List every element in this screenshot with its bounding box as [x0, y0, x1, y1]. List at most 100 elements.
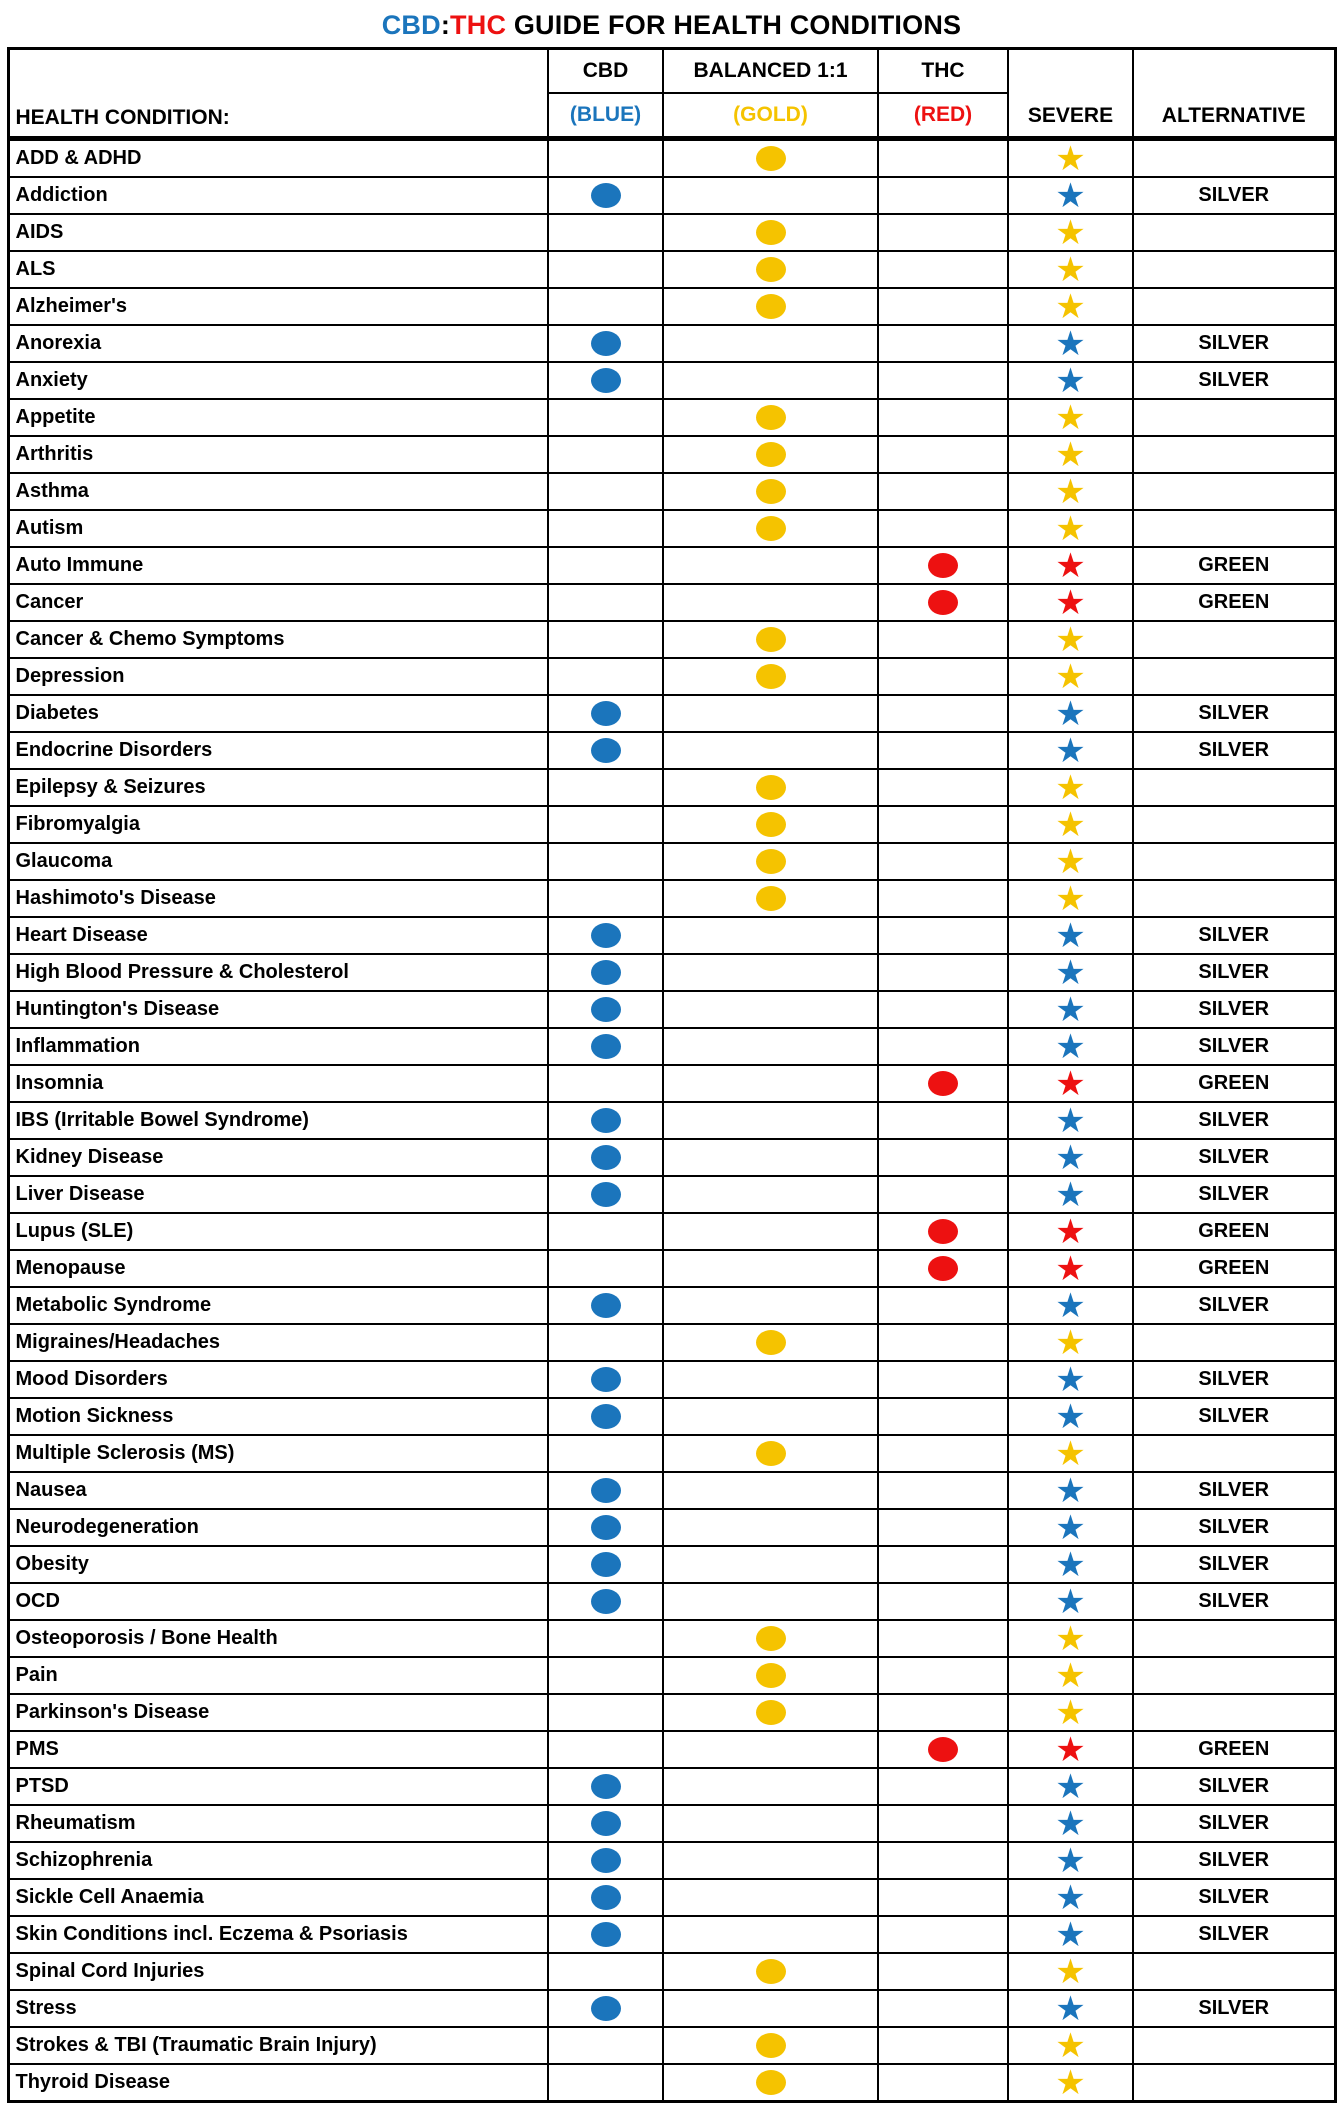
- severe-cell: ★: [1007, 805, 1134, 844]
- cbd-cell: [547, 1619, 664, 1658]
- cbd-cell: [547, 1508, 664, 1547]
- alternative-cell: [1132, 1434, 1336, 1473]
- table-row: Schizophrenia ★ SILVER: [7, 1841, 1336, 1880]
- balanced-cell: [662, 1841, 879, 1880]
- balanced-cell: [662, 1175, 879, 1214]
- table-row: Motion Sickness ★ SILVER: [7, 1397, 1336, 1436]
- table-row: AIDS ★: [7, 213, 1336, 252]
- condition-name: ADD & ADHD: [7, 137, 549, 178]
- blue-star-icon: ★: [1055, 1176, 1086, 1213]
- balanced-cell: [662, 1730, 879, 1769]
- blue-dot-icon: [590, 1515, 621, 1540]
- condition-name: Autism: [7, 509, 549, 548]
- thc-cell: [877, 879, 1009, 918]
- balanced-cell: [662, 1952, 879, 1991]
- gold-dot-icon: [755, 1441, 786, 1466]
- cbd-cell: [547, 1064, 664, 1103]
- balanced-cell: [662, 509, 879, 548]
- title-cbd: CBD: [381, 10, 441, 40]
- balanced-cell: [662, 287, 879, 326]
- blue-dot-icon: [590, 1811, 621, 1836]
- blue-dot-icon: [590, 738, 621, 763]
- thc-cell: [877, 176, 1009, 215]
- alternative-cell: [1132, 842, 1336, 881]
- table-row: Stress ★ SILVER: [7, 1989, 1336, 2028]
- severe-cell: ★: [1007, 879, 1134, 918]
- severe-cell: ★: [1007, 137, 1134, 178]
- gold-dot-icon: [755, 1700, 786, 1725]
- gold-dot-icon: [755, 442, 786, 467]
- condition-name: Skin Conditions incl. Eczema & Psoriasis: [7, 1915, 549, 1954]
- severe-cell: ★: [1007, 1878, 1134, 1917]
- cbd-cell: [547, 694, 664, 733]
- severe-cell: ★: [1007, 1545, 1134, 1584]
- balanced-cell: [662, 2026, 879, 2065]
- severe-cell: ★: [1007, 1841, 1134, 1880]
- gold-star-icon: ★: [1055, 473, 1086, 510]
- cbd-cell: [547, 953, 664, 992]
- thc-cell: [877, 1619, 1009, 1658]
- thc-cell: [877, 435, 1009, 474]
- blue-star-icon: ★: [1055, 325, 1086, 362]
- cbd-cell: [547, 1841, 664, 1880]
- table-row: Anorexia ★ SILVER: [7, 324, 1336, 363]
- blue-dot-icon: [590, 1034, 621, 1059]
- severe-cell: ★: [1007, 583, 1134, 622]
- cbd-cell: [547, 1952, 664, 1991]
- severe-cell: ★: [1007, 1767, 1134, 1806]
- red-star-icon: ★: [1055, 1213, 1086, 1250]
- gold-dot-icon: [755, 886, 786, 911]
- red-star-icon: ★: [1055, 1065, 1086, 1102]
- severe-cell: ★: [1007, 1804, 1134, 1843]
- balanced-cell: [662, 694, 879, 733]
- balanced-cell: [662, 1471, 879, 1510]
- alternative-cell: [1132, 250, 1336, 289]
- thc-cell: [877, 2026, 1009, 2065]
- severe-cell: ★: [1007, 620, 1134, 659]
- condition-name: IBS (Irritable Bowel Syndrome): [7, 1101, 549, 1140]
- condition-name: Kidney Disease: [7, 1138, 549, 1177]
- red-star-icon: ★: [1055, 584, 1086, 621]
- table-row: Asthma ★: [7, 472, 1336, 511]
- blue-star-icon: ★: [1055, 1102, 1086, 1139]
- balanced-cell: [662, 324, 879, 363]
- blue-star-icon: ★: [1055, 1398, 1086, 1435]
- gold-dot-icon: [755, 2070, 786, 2095]
- table-row: Diabetes ★ SILVER: [7, 694, 1336, 733]
- alternative-cell: [1132, 657, 1336, 696]
- severe-cell: ★: [1007, 176, 1134, 215]
- thc-cell: [877, 1804, 1009, 1843]
- condition-name: Nausea: [7, 1471, 549, 1510]
- severe-cell: ★: [1007, 842, 1134, 881]
- table-row: Addiction ★ SILVER: [7, 176, 1336, 215]
- condition-name: PTSD: [7, 1767, 549, 1806]
- cbd-cell: [547, 1027, 664, 1066]
- page-title: CBD:THC GUIDE FOR HEALTH CONDITIONS: [0, 10, 1343, 41]
- col-subheader-red: (RED): [877, 92, 1009, 141]
- thc-cell: [877, 509, 1009, 548]
- severe-cell: ★: [1007, 990, 1134, 1029]
- blue-dot-icon: [590, 1996, 621, 2021]
- gold-star-icon: ★: [1055, 288, 1086, 325]
- condition-name: Rheumatism: [7, 1804, 549, 1843]
- balanced-cell: [662, 1656, 879, 1695]
- gold-star-icon: ★: [1055, 510, 1086, 547]
- thc-cell: [877, 916, 1009, 955]
- blue-star-icon: ★: [1055, 1879, 1086, 1916]
- alternative-cell: [1132, 2063, 1336, 2103]
- gold-dot-icon: [755, 146, 786, 171]
- cbd-cell: [547, 879, 664, 918]
- gold-dot-icon: [755, 479, 786, 504]
- red-dot-icon: [928, 1737, 958, 1762]
- table-row: PTSD ★ SILVER: [7, 1767, 1336, 1806]
- gold-star-icon: ★: [1055, 806, 1086, 843]
- gold-star-icon: ★: [1055, 1694, 1086, 1731]
- condition-name: Schizophrenia: [7, 1841, 549, 1880]
- alternative-cell: SILVER: [1132, 1286, 1336, 1325]
- table-row: Depression ★: [7, 657, 1336, 696]
- balanced-cell: [662, 1767, 879, 1806]
- cbd-cell: [547, 620, 664, 659]
- cbd-cell: [547, 361, 664, 400]
- condition-name: Obesity: [7, 1545, 549, 1584]
- severe-cell: ★: [1007, 1027, 1134, 1066]
